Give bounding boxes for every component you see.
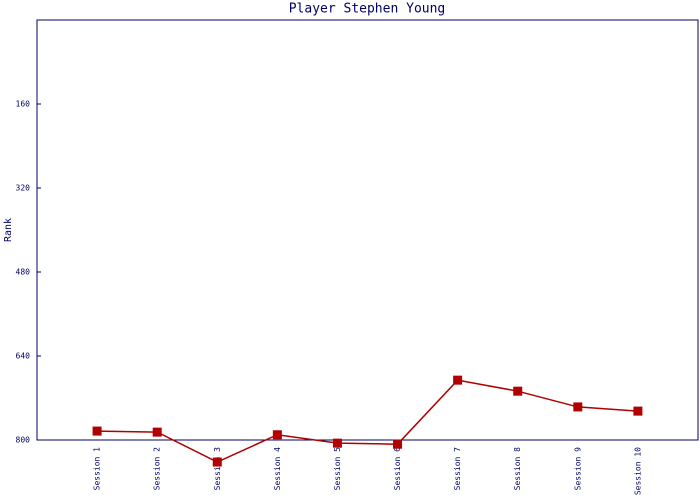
point-marker [393,439,403,449]
point-marker [633,406,643,416]
x-tick-label: Session 10 [633,447,642,495]
y-tick-label: 480 [16,268,31,277]
x-tick-label: Session 4 [273,447,282,491]
y-tick-label: 160 [16,100,31,109]
y-tick-label: 320 [16,184,31,193]
y-tick-label: 800 [16,436,31,445]
point-marker [272,430,282,440]
x-tick-label: Session 8 [513,447,522,491]
point-marker [212,457,222,467]
point-marker [573,402,583,412]
x-tick-label: Session 9 [573,447,582,491]
point-marker [332,438,342,448]
x-tick-label: Session 5 [333,447,342,491]
point-marker [152,427,162,437]
x-tick-label: Session 7 [453,447,462,491]
x-tick-label: Session 3 [213,447,222,491]
point-marker [453,375,463,385]
x-tick-label: Session 2 [153,447,162,491]
y-tick-label: 640 [16,352,31,361]
x-tick-label: Session 1 [93,447,102,491]
x-tick-label: Session 6 [393,447,402,491]
point-marker [513,386,523,396]
series-line [97,379,638,463]
y-axis-label: Rank [3,218,14,242]
plot-frame [36,19,699,441]
point-marker [92,426,102,436]
chart-title: Player Stephen Young [289,2,446,17]
